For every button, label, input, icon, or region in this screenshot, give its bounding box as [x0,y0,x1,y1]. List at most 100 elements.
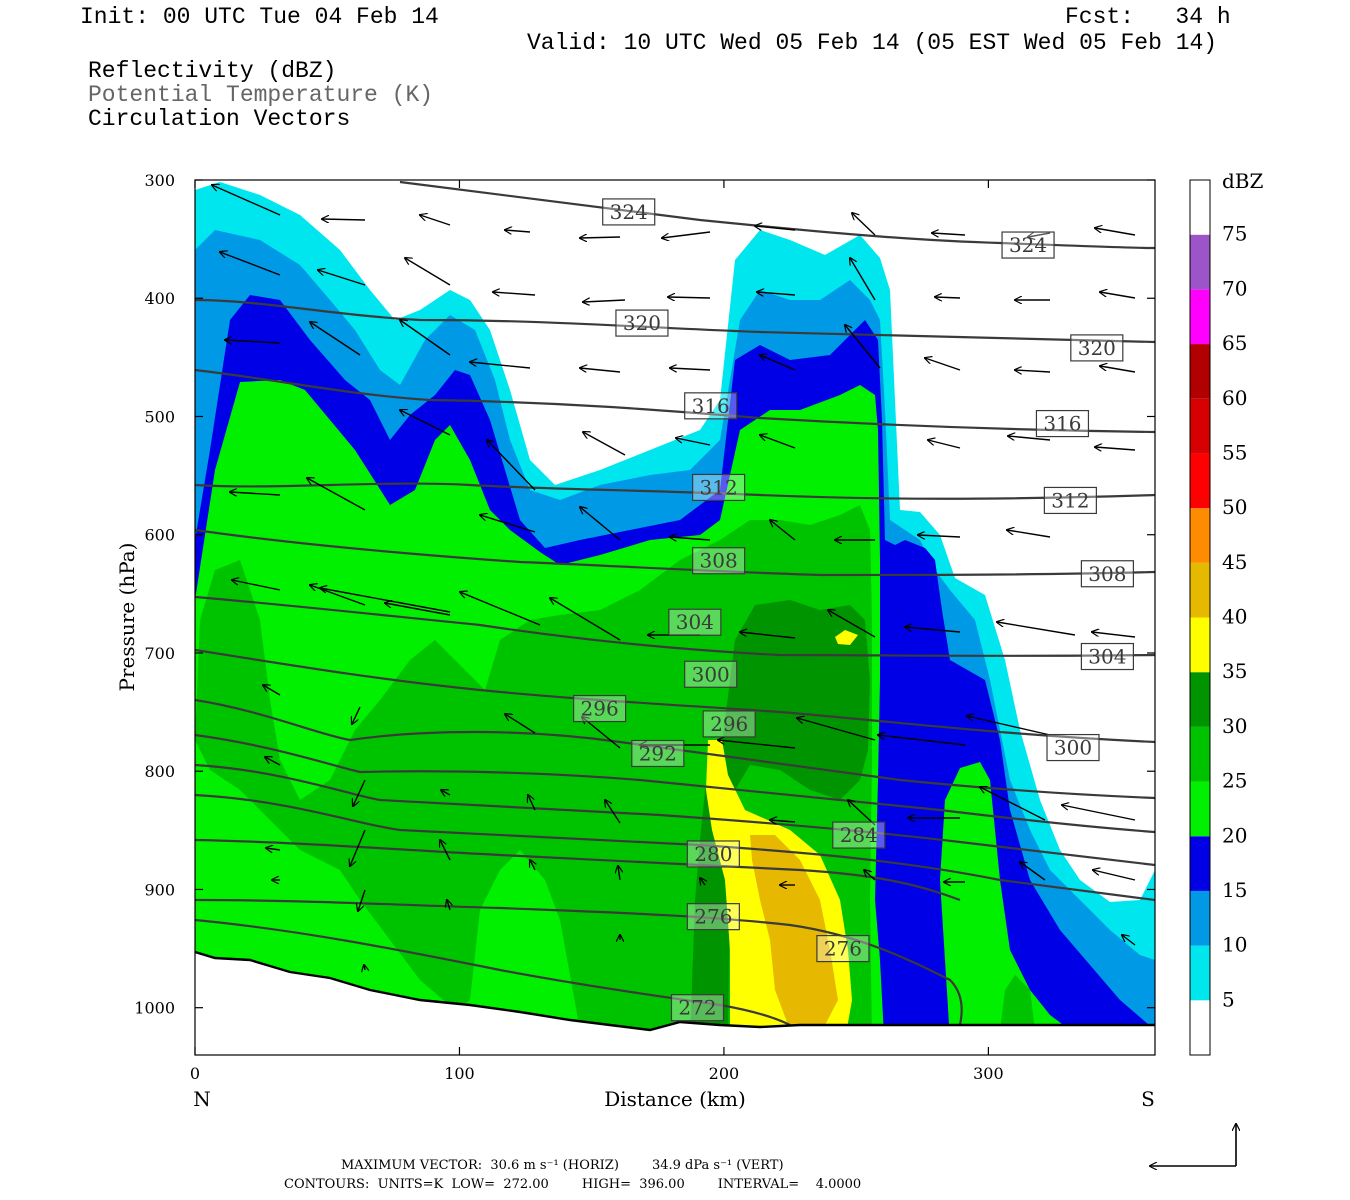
colorbar-label: 35 [1222,659,1247,683]
refl-band-20b [940,762,1070,1040]
theta-contour-300 [195,648,1155,744]
theta-contour-320 [195,298,1155,344]
colorbar-label: 5 [1222,987,1235,1011]
vector [322,219,366,220]
valid-time: Valid: 10 UTC Wed 05 Feb 14 (05 EST Wed … [527,30,1218,56]
theta-label: 312 [1051,488,1089,512]
theta-label-box [1043,486,1097,515]
vector [676,438,711,446]
vector [400,410,451,436]
colorbar-label: 70 [1222,276,1247,300]
vector [878,735,966,746]
colorbar-label: 55 [1222,440,1247,464]
y-tick-label: 1000 [134,999,175,1018]
surface-line [195,950,1155,1032]
vector [265,757,281,766]
x-tick-label: 200 [709,1064,740,1083]
vector [850,258,876,301]
theta-contour-296 [195,698,1155,800]
theta-label: 300 [1054,736,1092,760]
y-tick-label: 800 [144,762,175,781]
x-end-label-north: N [193,1087,211,1111]
vector [1093,870,1136,881]
theta-label-box [692,547,746,575]
theta-label-box [615,309,669,337]
vector [740,632,796,639]
vector [580,507,621,541]
vector [460,592,541,626]
vector [755,226,796,231]
refl-band-35b [835,630,858,645]
theta-label-box [702,710,756,738]
theta-label: 316 [1043,412,1081,436]
theta-label: 292 [639,741,677,765]
theta-label: 284 [840,823,878,847]
colorbar-swatch [1190,1000,1210,1055]
vector [528,795,536,811]
theta-label: 296 [710,712,748,736]
vector [350,829,366,866]
vector [358,889,366,911]
colorbar-swatch [1190,508,1210,563]
colorbar-swatch [1190,344,1210,399]
x-tick-label: 100 [444,1064,475,1083]
vector [353,779,366,806]
y-tick-label: 500 [144,407,175,426]
vector [1092,632,1136,638]
vector [864,870,876,881]
x-axis-label: Distance (km) [604,1087,746,1111]
theta-label-box [684,660,738,688]
theta-contour-280 [195,838,961,902]
vector [760,435,796,449]
theta-label: 296 [581,697,619,721]
circulation-vectors [212,185,1136,970]
vector [845,325,881,369]
colorbar-swatch [1190,453,1210,509]
theta-contour-308 [195,528,1155,577]
theta-contours [195,180,1155,1032]
colorbar-label: 75 [1222,222,1247,246]
y-axis: 300 400 500 600 700 800 900 1000 [134,171,1155,1018]
vector [1007,530,1051,538]
y-tick-label: 600 [144,526,175,545]
theta-label: 300 [692,662,730,686]
colorbar-swatch [1190,781,1210,837]
vector [352,706,361,724]
x-axis: 0 100 200 300 [190,180,1004,1083]
vector [580,237,621,238]
colorbar-frame [1189,179,1211,1056]
theta-label-box [1070,334,1124,362]
colorbar-swatch [1190,180,1210,235]
vector [1008,436,1051,441]
vector [364,965,365,970]
colorbar-label: 30 [1222,714,1247,738]
colorbar-swatch [1190,617,1210,673]
y-tick-label: 400 [144,289,175,308]
vector [760,355,796,371]
vector [605,800,621,824]
colorbar-label: 20 [1222,823,1247,847]
vector [441,790,451,795]
vector [212,185,281,216]
colorbar-swatch [1190,289,1210,345]
x-end-label-south: S [1141,1087,1155,1111]
theta-contour-312 [195,482,1155,500]
x-tick-label: 300 [973,1064,1004,1083]
vector [1100,292,1136,299]
vector [405,258,451,286]
colorbar-label: 15 [1222,878,1247,902]
theta-label: 312 [700,475,738,499]
theta-label: 304 [676,610,714,634]
vector [848,800,876,826]
vector [447,900,450,911]
vector [828,610,876,638]
vector [925,358,961,371]
y-tick-label: 900 [144,880,175,899]
vector [1095,447,1136,450]
vector [400,320,451,356]
vector [493,292,536,295]
max-vector-note: MAXIMUM VECTOR: 30.6 m s⁻¹ (HORIZ) 34.9 … [341,1158,784,1173]
vector [230,492,281,495]
vector [980,787,1046,821]
theta-contour-316 [195,368,1155,434]
